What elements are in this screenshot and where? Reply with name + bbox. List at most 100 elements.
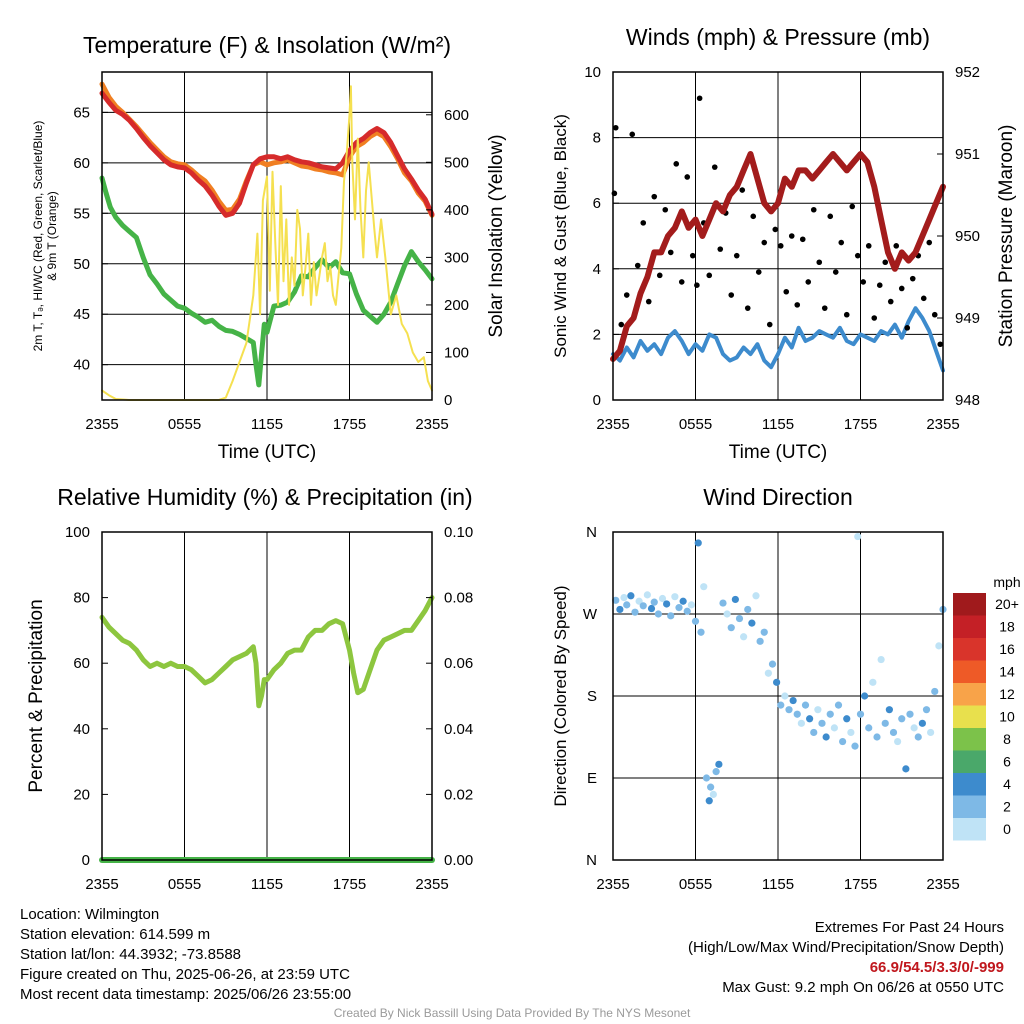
speed-legend-swatch bbox=[953, 795, 986, 818]
direction-point bbox=[647, 604, 656, 613]
humidity-y-tick-label: 40 bbox=[73, 721, 90, 738]
direction-point bbox=[744, 605, 752, 614]
temperature-y2-tick-label: 500 bbox=[444, 154, 469, 171]
direction-point bbox=[715, 760, 723, 768]
direction-y-tick-label: N bbox=[586, 524, 597, 541]
extremes-title: Extremes For Past 24 Hours bbox=[814, 919, 1004, 936]
direction-point bbox=[797, 719, 805, 727]
direction-point bbox=[675, 604, 683, 612]
winds-gust-point bbox=[711, 164, 718, 170]
direction-point bbox=[639, 602, 647, 610]
humidity-x-tick-label: 1155 bbox=[251, 876, 283, 893]
temperature-y-label-line2: & 9m T (Orange) bbox=[45, 191, 59, 281]
winds-gust-point bbox=[717, 246, 724, 252]
direction-point bbox=[818, 719, 826, 727]
direction-point bbox=[700, 583, 708, 591]
winds-gust-point bbox=[673, 161, 680, 167]
winds-gust-point bbox=[772, 226, 779, 233]
direction-point bbox=[902, 765, 910, 773]
station-location: Location: Wilmington bbox=[20, 906, 160, 923]
direction-x-tick-label: 2355 bbox=[596, 876, 629, 893]
direction-point bbox=[922, 706, 931, 714]
direction-point bbox=[931, 687, 939, 696]
direction-point bbox=[654, 610, 662, 618]
winds-gust-point bbox=[739, 187, 746, 193]
direction-point bbox=[822, 733, 830, 741]
humidity-series-line-0 bbox=[99, 595, 435, 709]
direction-point bbox=[735, 614, 744, 623]
winds-gust-point bbox=[937, 341, 944, 348]
winds-gust-point bbox=[832, 269, 839, 275]
winds-gust-point bbox=[827, 213, 834, 220]
extremes-description: (High/Low/Max Wind/Precipitation/Snow De… bbox=[688, 939, 1004, 956]
winds-y2-tick-label: 949 bbox=[955, 310, 980, 327]
direction-point bbox=[889, 728, 898, 737]
winds-gust-point bbox=[871, 315, 878, 321]
humidity-x-tick-label: 2355 bbox=[415, 876, 448, 893]
humidity-y-tick-label: 80 bbox=[73, 590, 90, 607]
direction-point bbox=[683, 607, 691, 615]
station-info: Location: Wilmington Station elevation: … bbox=[20, 905, 351, 1005]
temperature-y-tick-label: 45 bbox=[73, 306, 90, 323]
winds-gust-point bbox=[843, 311, 850, 318]
direction-point bbox=[679, 597, 687, 605]
direction-y-tick-label: N bbox=[586, 852, 597, 869]
direction-y-tick-label: W bbox=[583, 606, 598, 623]
winds-x-tick-label: 1155 bbox=[762, 416, 794, 433]
winds-gust-point bbox=[667, 249, 674, 256]
winds-gust-point bbox=[766, 321, 773, 328]
winds-gust-point bbox=[629, 131, 636, 138]
direction-x-tick-label: 2355 bbox=[926, 876, 959, 893]
winds-frame bbox=[612, 71, 944, 401]
direction-point bbox=[667, 612, 675, 620]
winds-gust-point bbox=[887, 298, 894, 305]
direction-point bbox=[777, 701, 785, 709]
temperature-y2-tick-label: 600 bbox=[444, 107, 469, 124]
temperature-y-tick-label: 40 bbox=[73, 357, 90, 374]
direction-point bbox=[861, 692, 869, 700]
winds-x-tick-label: 1755 bbox=[844, 416, 877, 433]
winds-gust-point bbox=[777, 243, 784, 249]
winds-y-tick-label: 8 bbox=[593, 130, 601, 147]
direction-point bbox=[785, 706, 793, 714]
direction-point bbox=[731, 595, 739, 604]
speed-legend-swatch bbox=[953, 638, 986, 661]
direction-point bbox=[781, 692, 789, 700]
winds-gust-point bbox=[645, 298, 652, 305]
winds-gust-point bbox=[733, 252, 740, 259]
direction-point bbox=[612, 596, 620, 604]
temperature-title: Temperature (F) & Insolation (W/m²) bbox=[83, 32, 451, 58]
humidity-frame bbox=[101, 531, 433, 861]
temperature-y-label-line1: 2m T, Tₔ, HI/WC (Red, Green, Scarlet/Blu… bbox=[31, 121, 45, 352]
winds-x-tick-label: 0555 bbox=[679, 416, 712, 433]
direction-x-tick-label: 1755 bbox=[844, 876, 877, 893]
speed-legend-swatch bbox=[953, 773, 986, 796]
direction-point bbox=[712, 768, 720, 776]
speed-legend-swatch bbox=[953, 750, 986, 773]
direction-point bbox=[881, 719, 889, 727]
speed-legend-swatch bbox=[953, 660, 986, 683]
direction-point bbox=[918, 719, 926, 727]
humidity-y-tick-label: 60 bbox=[73, 655, 90, 672]
winds-gust-point bbox=[865, 243, 872, 249]
direction-point bbox=[697, 628, 705, 636]
direction-point bbox=[927, 728, 935, 737]
extremes-values: 66.9/54.5/3.3/0/-999 bbox=[869, 959, 1004, 976]
direction-point bbox=[764, 669, 772, 677]
speed-legend-swatch bbox=[953, 593, 986, 616]
temperature-y-tick-label: 50 bbox=[73, 256, 90, 273]
direction-point bbox=[906, 710, 914, 718]
direction-y-tick-label: E bbox=[587, 770, 597, 787]
winds-gust-point bbox=[662, 206, 669, 213]
direction-point bbox=[687, 601, 695, 609]
direction-point bbox=[705, 797, 713, 805]
direction-point bbox=[839, 737, 847, 746]
credit-line: Created By Nick Bassill Using Data Provi… bbox=[333, 1006, 691, 1020]
direction-point bbox=[814, 706, 822, 714]
direction-point bbox=[650, 598, 658, 606]
max-gust: Max Gust: 9.2 mph On 06/26 at 0550 UTC bbox=[722, 979, 1004, 996]
direction-point bbox=[826, 710, 834, 718]
direction-point bbox=[843, 715, 851, 723]
direction-point bbox=[709, 790, 717, 799]
direction-point bbox=[658, 594, 667, 603]
